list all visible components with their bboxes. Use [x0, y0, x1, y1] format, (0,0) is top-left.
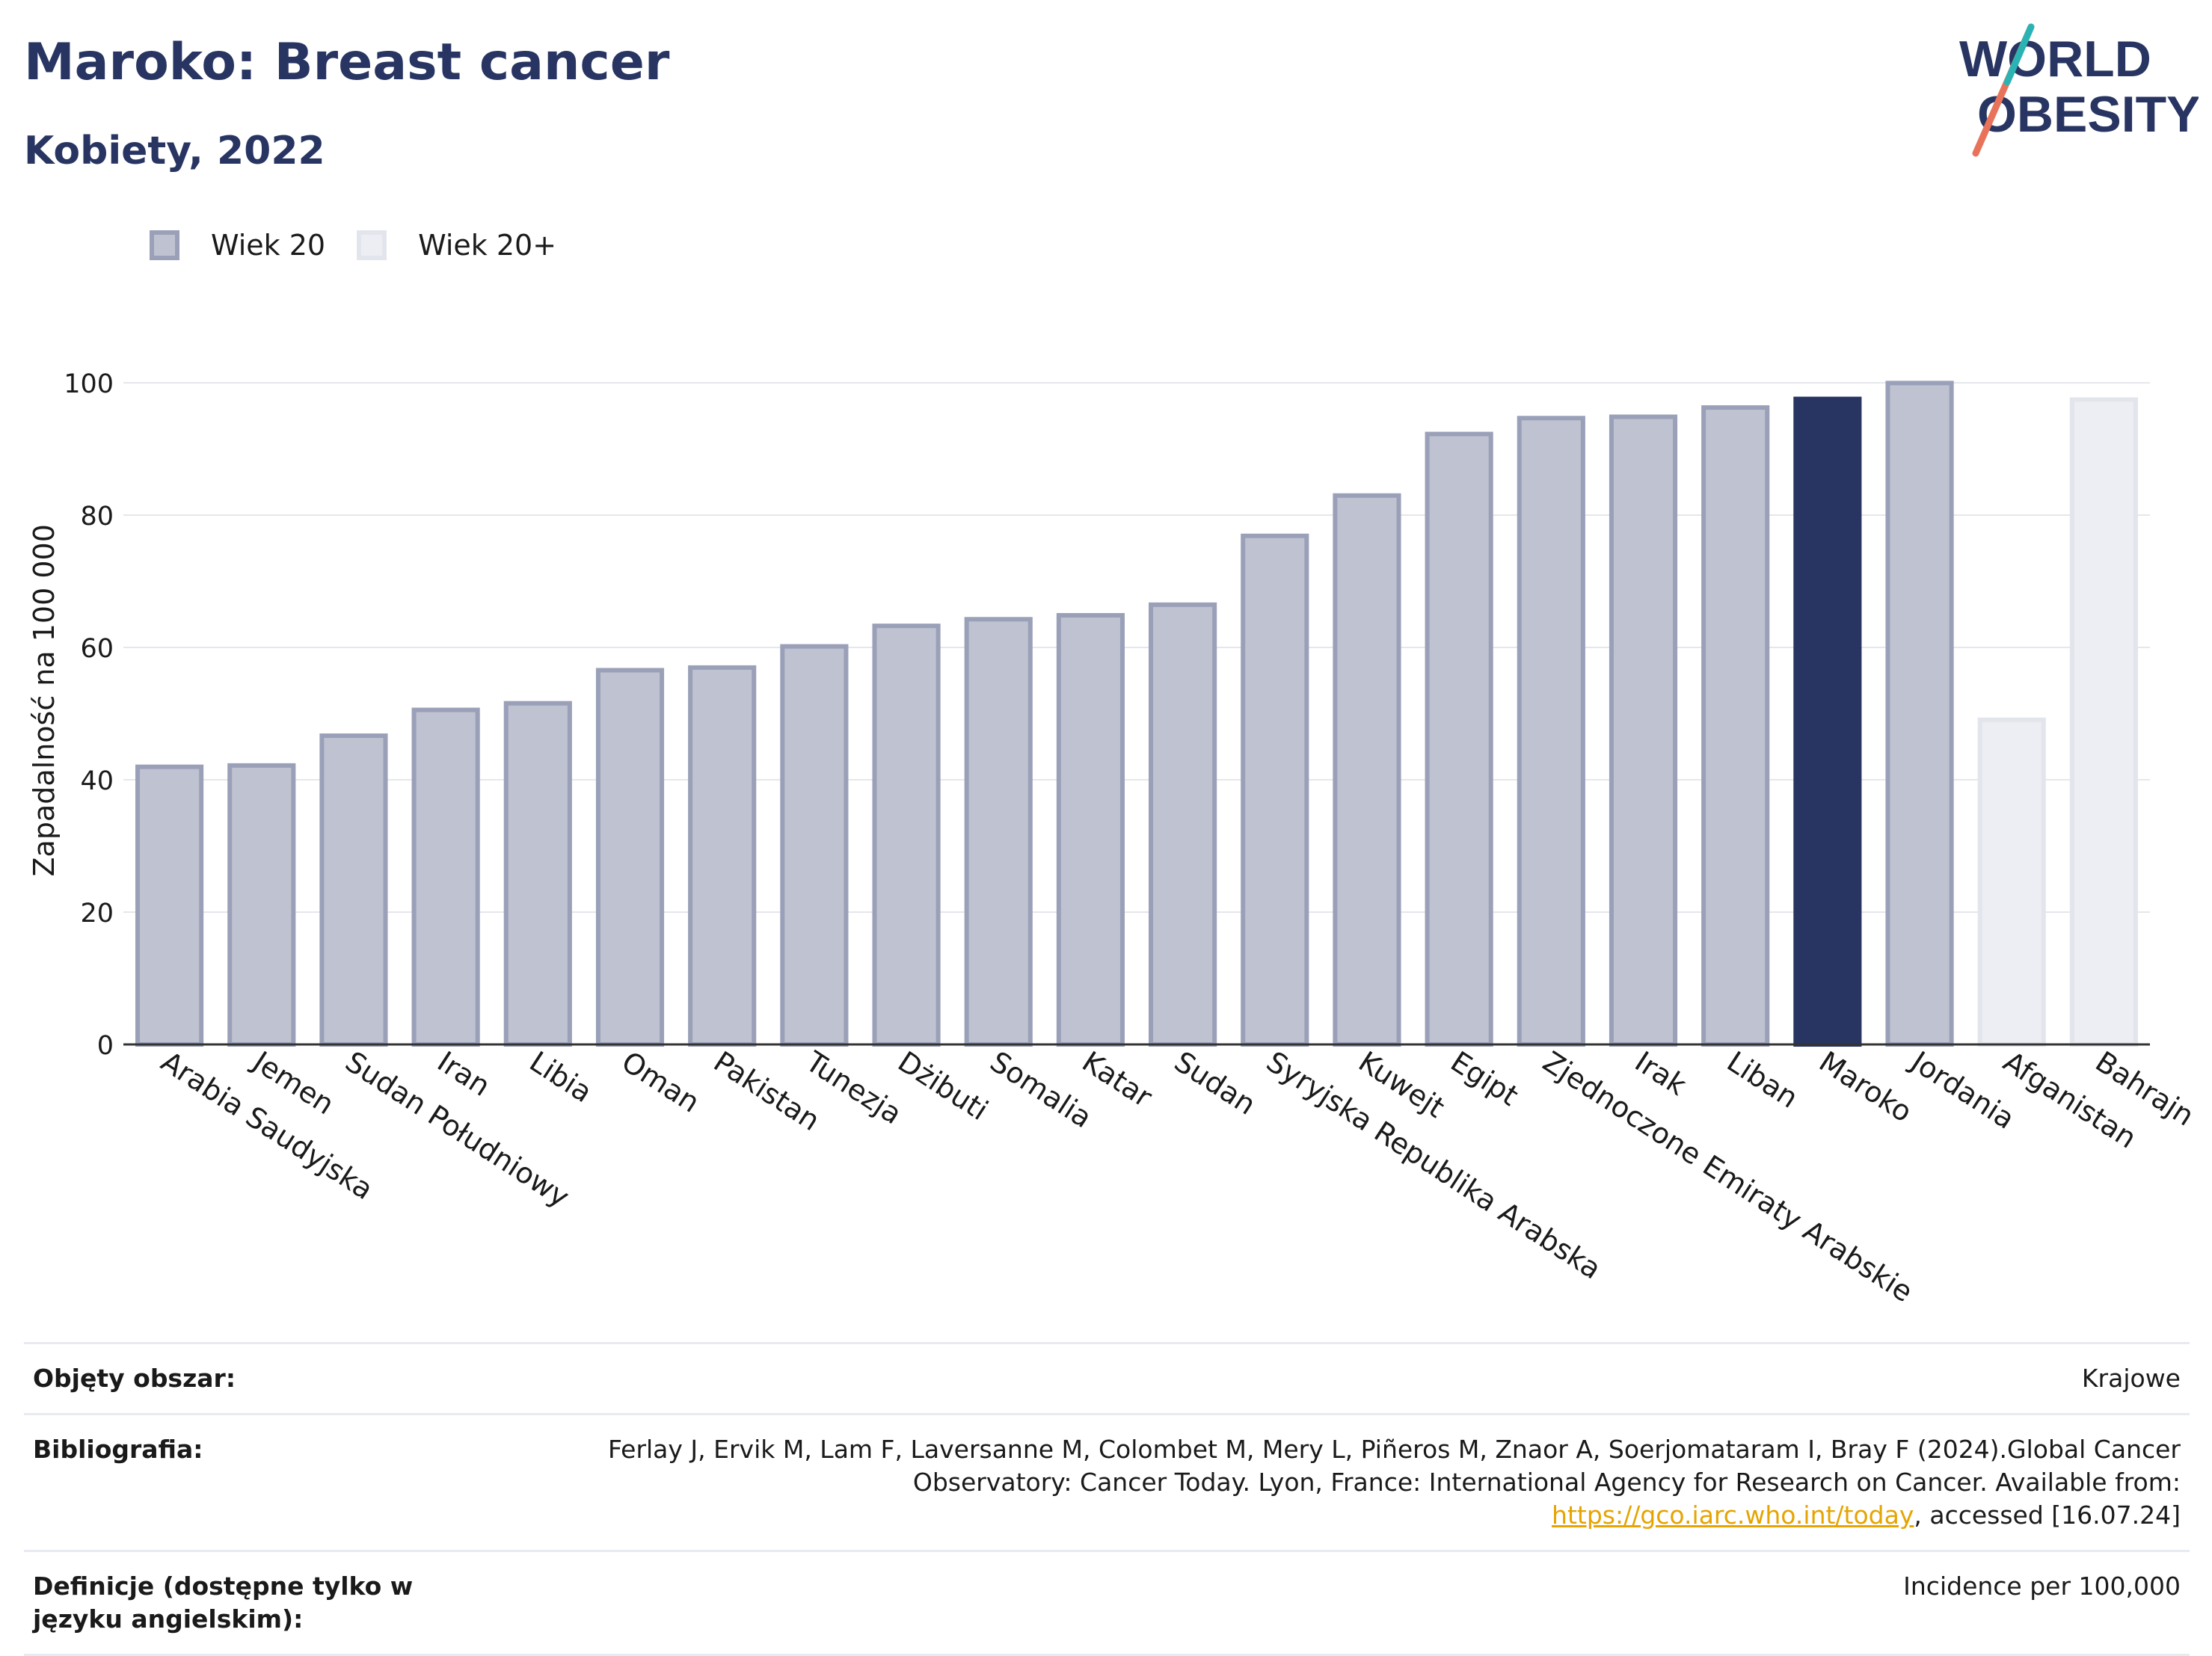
x-tick-label: Dżibuti: [892, 1045, 994, 1127]
bar: [1609, 414, 1678, 1047]
y-tick-label: 100: [64, 369, 114, 399]
x-tick-label: Maroko: [1813, 1045, 1918, 1129]
legend-label: Wiek 20+: [418, 229, 557, 262]
bar: [964, 617, 1033, 1047]
bibliography-text: Ferlay J, Ervik M, Lam F, Laversanne M, …: [607, 1435, 2181, 1497]
y-tick-label: 40: [80, 766, 114, 796]
bar: [1701, 405, 1770, 1047]
bar: [1517, 416, 1585, 1047]
x-tick-label: Liban: [1721, 1045, 1804, 1115]
x-tick-label: Oman: [616, 1045, 706, 1119]
meta-value: Incidence per 100,000: [1903, 1572, 2181, 1601]
meta-key: Bibliografia:: [33, 1435, 203, 1464]
chart-legend: Wiek 20 Wiek 20+: [150, 224, 588, 266]
bar: [503, 701, 572, 1047]
world-obesity-logo: WORLD OBESITY: [1959, 23, 2199, 157]
bar: [595, 668, 665, 1047]
legend-swatch: [357, 230, 387, 260]
y-axis-label: Zapadalność na 100 000: [28, 524, 61, 876]
x-tick-label: Irak: [1629, 1045, 1692, 1102]
meta-value: Krajowe: [2081, 1364, 2181, 1393]
x-tick-label: Somalia: [984, 1045, 1098, 1135]
x-tick-label: Iran: [431, 1045, 496, 1103]
meta-row-bibliography: Bibliografia: Ferlay J, Ervik M, Lam F, …: [24, 1413, 2190, 1550]
legend-item-wiek-20-plus[interactable]: Wiek 20+: [357, 229, 556, 262]
svg-text:WORLD: WORLD: [1959, 31, 2151, 87]
bar: [1977, 717, 2046, 1047]
meta-row-definitions: Definicje (dostępne tylko w języku angie…: [24, 1550, 2190, 1656]
metadata-table: Objęty obszar: Krajowe Bibliografia: Fer…: [24, 1342, 2190, 1656]
bar-highlight: [1793, 396, 1862, 1047]
y-tick-label: 20: [80, 899, 114, 929]
meta-row-area: Objęty obszar: Krajowe: [24, 1342, 2190, 1413]
x-tick-label: Sudan: [1169, 1045, 1262, 1121]
meta-value: Ferlay J, Ervik M, Lam F, Laversanne M, …: [573, 1433, 2181, 1532]
bar: [1425, 431, 1493, 1047]
bar: [780, 644, 849, 1047]
bar: [1333, 493, 1401, 1047]
bar: [1056, 612, 1125, 1047]
meta-key: Definicje (dostępne tylko w języku angie…: [33, 1572, 414, 1634]
x-tick-label: Jordania: [1904, 1044, 2020, 1136]
bar: [319, 733, 388, 1047]
page-title: Maroko: Breast cancer: [24, 33, 670, 92]
bar: [1885, 381, 1954, 1047]
meta-key: Objęty obszar:: [33, 1364, 236, 1393]
legend-item-wiek-20[interactable]: Wiek 20: [150, 229, 325, 262]
source-link[interactable]: https://gco.iarc.who.int/today: [1552, 1500, 1914, 1530]
bar: [1241, 533, 1309, 1047]
y-tick-label: 60: [80, 634, 114, 664]
x-tick-label: Egipt: [1445, 1045, 1524, 1112]
bar: [227, 763, 296, 1047]
bar: [688, 665, 757, 1047]
bar: [2069, 397, 2138, 1047]
x-tick-label: Libia: [523, 1045, 597, 1109]
bar: [872, 624, 941, 1047]
legend-label: Wiek 20: [211, 229, 326, 262]
y-tick-label: 80: [80, 502, 114, 532]
bar: [411, 707, 480, 1047]
bibliography-suffix: , accessed [16.07.24]: [1914, 1500, 2181, 1530]
page-subtitle: Kobiety, 2022: [24, 129, 325, 173]
bar: [135, 764, 204, 1047]
bar: [1149, 602, 1217, 1047]
svg-text:OBESITY: OBESITY: [1977, 86, 2199, 143]
y-tick-label: 0: [97, 1031, 114, 1061]
x-tick-label: Pakistan: [708, 1045, 826, 1138]
legend-swatch: [150, 230, 179, 260]
